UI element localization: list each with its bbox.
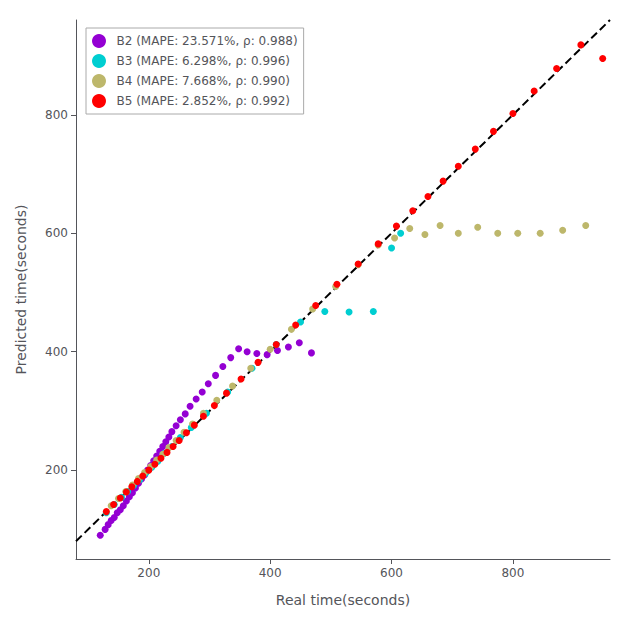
svg-text:400: 400 [45,345,68,359]
svg-text:Predicted time(seconds): Predicted time(seconds) [13,205,29,375]
svg-text:800: 800 [45,108,68,122]
svg-text:600: 600 [380,566,403,580]
svg-text:600: 600 [45,226,68,240]
svg-text:400: 400 [259,566,282,580]
svg-text:200: 200 [45,463,68,477]
svg-text:Real time(seconds): Real time(seconds) [276,592,410,608]
svg-text:B4 (MAPE: 7.668%, ρ: 0.990): B4 (MAPE: 7.668%, ρ: 0.990) [117,74,291,88]
svg-text:B2 (MAPE: 23.571%, ρ: 0.988): B2 (MAPE: 23.571%, ρ: 0.988) [117,34,298,48]
svg-text:200: 200 [137,566,160,580]
svg-text:B3 (MAPE: 6.298%, ρ: 0.996): B3 (MAPE: 6.298%, ρ: 0.996) [117,54,291,68]
svg-text:B5 (MAPE: 2.852%, ρ: 0.992): B5 (MAPE: 2.852%, ρ: 0.992) [117,94,291,108]
svg-text:800: 800 [501,566,524,580]
